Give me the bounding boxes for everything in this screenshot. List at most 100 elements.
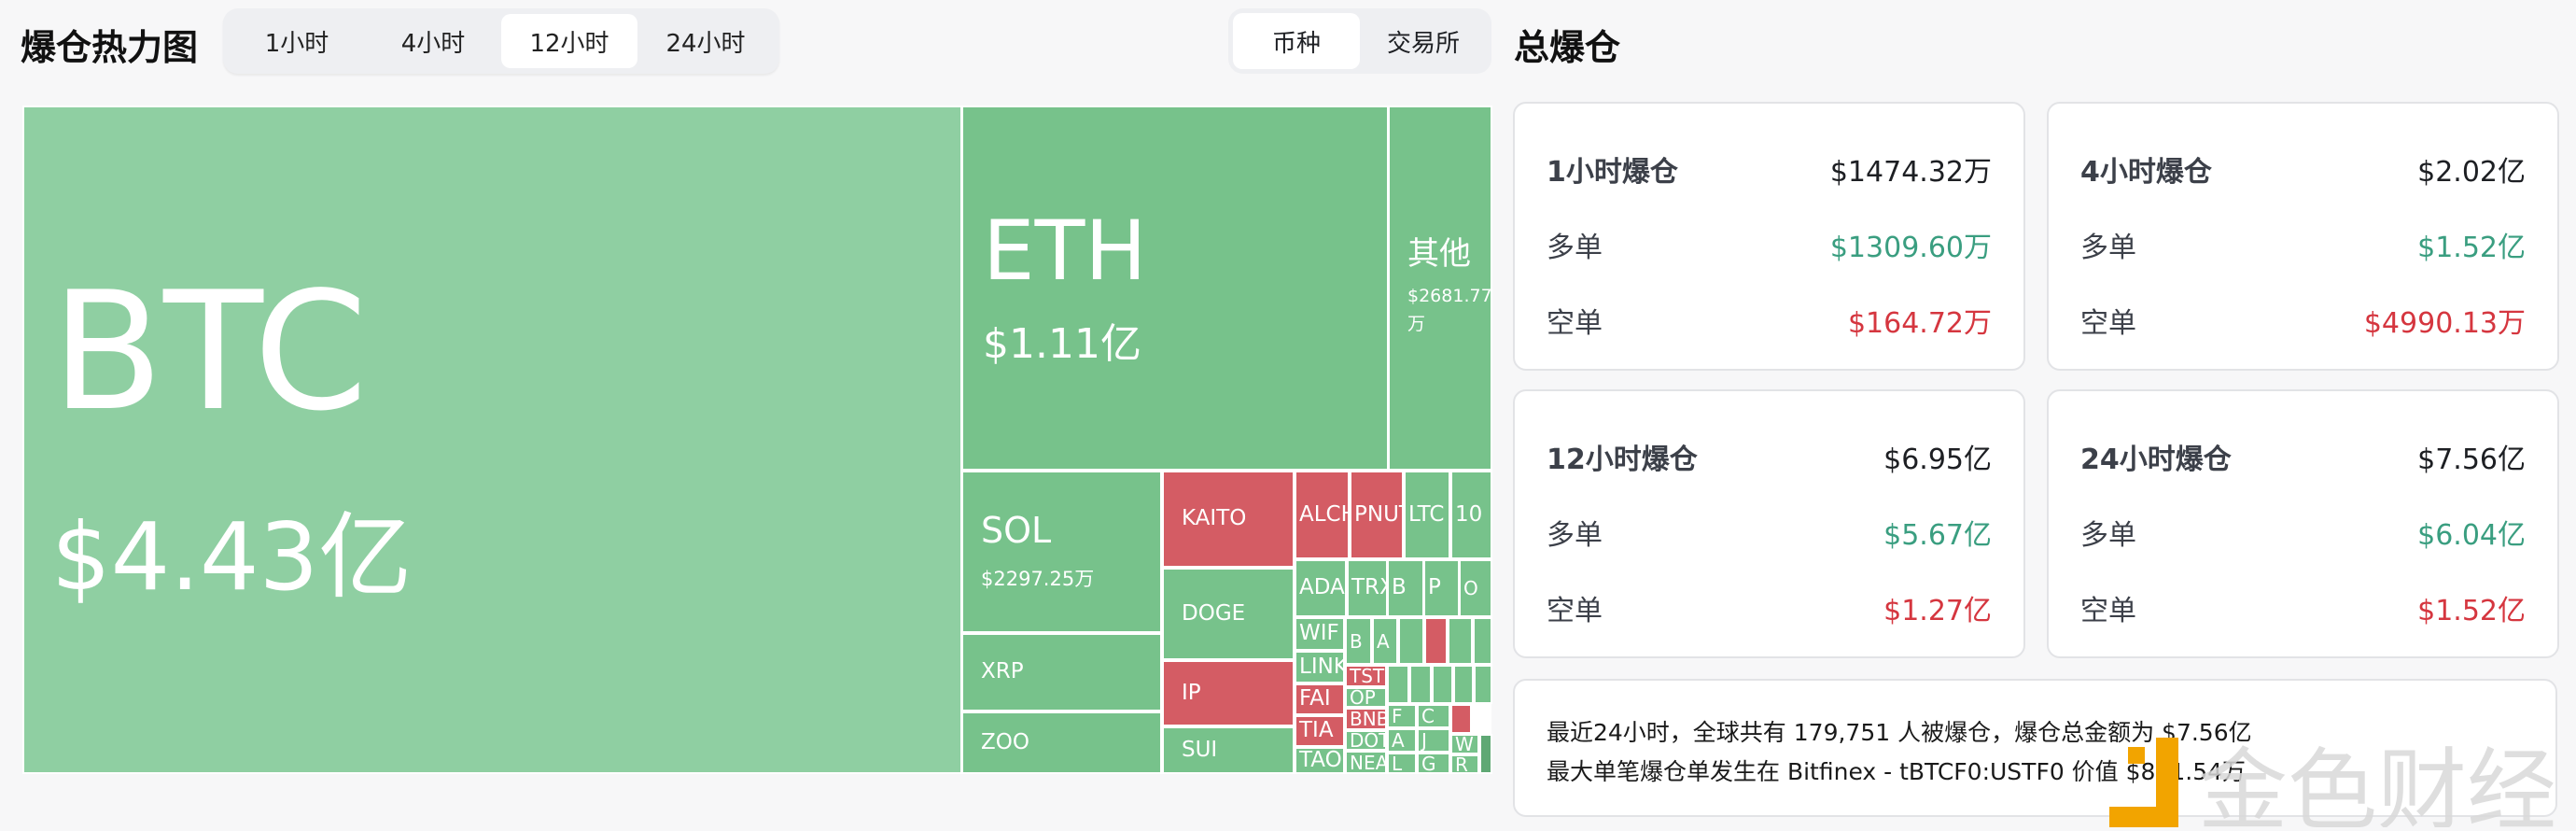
treemap-cell-unlabeled[interactable] (1450, 704, 1472, 734)
summary-card: 最近24小时，全球共有 179,751 人被爆仓，爆仓总金额为 $7.56亿 最… (1513, 679, 2557, 817)
treemap-cell-btc[interactable]: BTC $4.43亿 (22, 106, 962, 774)
treemap-cell-zoo[interactable]: ZOO (961, 711, 1162, 774)
treemap-cell-o[interactable]: O (1459, 559, 1492, 617)
period-label: 1小时爆仓 (1547, 156, 1678, 189)
long-label: 多单 (2080, 519, 2136, 552)
treemap-cell-r[interactable]: R (1450, 754, 1479, 774)
long-value: $1.52亿 (2417, 232, 2526, 264)
treemap-cell-a[interactable]: A (1387, 728, 1417, 753)
long-row: 多单 $5.67亿 (1547, 512, 1992, 553)
short-row: 空单 $1.27亿 (1547, 587, 1992, 628)
treemap-cell-unlabeled[interactable] (1448, 617, 1473, 665)
treemap-cell-f[interactable]: F (1387, 704, 1417, 728)
total-value: $7.56亿 (2417, 444, 2526, 476)
treemap-cell-j[interactable]: J (1417, 728, 1450, 753)
treemap-cell-xrp[interactable]: XRP (961, 633, 1162, 711)
liquidation-treemap: BTC $4.43亿 ETH $1.11亿 其他 $2681.77万 SOL $2297.25… (22, 106, 1492, 774)
treemap-cell-b[interactable]: B (1387, 559, 1424, 617)
treemap-cell-tao[interactable]: TAO (1295, 747, 1345, 774)
treemap-cell-ltc[interactable]: LTC (1404, 471, 1450, 559)
cell-label: ETH (983, 203, 1147, 300)
cell-label: C (1421, 705, 1435, 727)
treemap-cell-wif[interactable]: WIF (1295, 617, 1345, 651)
treemap-cell-kaito[interactable]: KAITO (1162, 471, 1295, 568)
treemap-cell-doge[interactable]: DOGE (1162, 568, 1295, 660)
cell-label: BNB (1350, 709, 1386, 729)
treemap-cell-g[interactable]: G (1417, 753, 1450, 774)
treemap-cell-sol[interactable]: SOL $2297.25万 (961, 471, 1162, 633)
tab-24h[interactable]: 24小时 (665, 29, 746, 58)
tab-4h[interactable]: 4小时 (400, 29, 466, 58)
toggle-coin[interactable]: 币种 (1233, 13, 1360, 69)
cell-label: TAO (1299, 748, 1342, 772)
cell-value: $1.11亿 (983, 319, 1141, 368)
treemap-cell-tst[interactable]: TST (1345, 665, 1387, 687)
treemap-cell-dot[interactable]: DOT (1345, 730, 1387, 751)
treemap-cell-tia[interactable]: TIA (1295, 715, 1345, 747)
treemap-cell-alch[interactable]: ALCH (1295, 471, 1350, 559)
total-row: 24小时爆仓 $7.56亿 (2080, 436, 2526, 477)
short-label: 空单 (2080, 307, 2136, 340)
tab-12h[interactable]: 12小时 (501, 14, 637, 68)
treemap-cell-ada[interactable]: ADA (1295, 559, 1347, 617)
cell-label: B (1350, 629, 1363, 653)
toggle-exchange[interactable]: 交易所 (1386, 29, 1460, 58)
summary-line-1: 最近24小时，全球共有 179,751 人被爆仓，爆仓总金额为 $7.56亿 (1547, 719, 2252, 746)
treemap-cell-pnut[interactable]: PNUT (1350, 471, 1404, 559)
treemap-cell-unlabeled[interactable] (1473, 617, 1492, 665)
cell-label: XRP (981, 659, 1024, 684)
liquidation-card: 4小时爆仓 $2.02亿 多单 $1.52亿 空单 $4990.13万 (2047, 102, 2559, 371)
treemap-cell-unlabeled[interactable] (1387, 665, 1409, 704)
treemap-cell-op[interactable]: OP (1345, 687, 1387, 708)
treemap-cell-link[interactable]: LINK (1295, 651, 1345, 683)
treemap-cell-b[interactable]: B (1345, 617, 1372, 665)
treemap-cell-其他[interactable]: 其他 $2681.77万 (1388, 106, 1492, 471)
timeframe-tabs: 1小时 4小时 12小时 24小时 (223, 8, 779, 74)
total-liquidation-title: 总爆仓 (1514, 27, 1621, 68)
cell-label: PNUT (1354, 501, 1403, 527)
cell-label: SOL (981, 510, 1052, 552)
treemap-cell-sui[interactable]: SUI (1162, 726, 1295, 774)
long-value: $5.67亿 (1883, 519, 1992, 552)
treemap-cell-unlabeled[interactable] (1398, 617, 1424, 665)
long-value: $1309.60万 (1829, 232, 1992, 264)
treemap-cell-unlabeled[interactable] (1424, 617, 1448, 665)
cell-label: TST (1350, 666, 1385, 686)
treemap-cell-l[interactable]: L (1387, 753, 1417, 774)
treemap-cell-fai[interactable]: FAI (1295, 683, 1345, 715)
cell-label: ALCH (1299, 501, 1349, 527)
total-row: 1小时爆仓 $1474.32万 (1547, 148, 1992, 190)
treemap-cell-a[interactable]: A (1372, 617, 1398, 665)
treemap-cell-10[interactable]: 10 (1450, 471, 1492, 559)
cell-label: 10 (1455, 501, 1483, 527)
total-value: $2.02亿 (2417, 156, 2526, 189)
treemap-cell-eth[interactable]: ETH $1.11亿 (961, 106, 1389, 471)
short-row: 空单 $1.52亿 (2080, 587, 2526, 628)
treemap-cell-bnb[interactable]: BNB (1345, 708, 1387, 730)
cell-label: O (1463, 577, 1478, 599)
treemap-cell-unlabeled[interactable] (1453, 665, 1474, 704)
cell-label: A (1392, 729, 1405, 752)
treemap-cell-trx[interactable]: TRX (1347, 559, 1388, 617)
tab-1h[interactable]: 1小时 (264, 29, 329, 58)
treemap-cell-unlabeled[interactable] (1479, 734, 1492, 774)
treemap-cell-w[interactable]: W (1450, 734, 1479, 754)
cell-value: $4.43亿 (51, 501, 413, 612)
treemap-cell-unlabeled[interactable] (1432, 665, 1453, 704)
cell-label: F (1392, 705, 1403, 727)
cell-label: P (1428, 575, 1441, 600)
cell-label: LINK (1299, 654, 1344, 679)
svg-text:金色财经: 金色财经 (2198, 739, 2556, 827)
long-row: 多单 $1.52亿 (2080, 224, 2526, 265)
treemap-cell-unlabeled[interactable] (1474, 665, 1492, 704)
cell-label: KAITO (1182, 506, 1247, 531)
treemap-cell-p[interactable]: P (1423, 559, 1460, 617)
cell-label: BTC (51, 258, 368, 448)
treemap-cell-ip[interactable]: IP (1162, 660, 1295, 726)
short-value: $1.27亿 (1883, 595, 1992, 627)
cell-label: G (1421, 754, 1436, 773)
treemap-cell-c[interactable]: C (1417, 704, 1450, 728)
treemap-cell-unlabeled[interactable] (1409, 665, 1432, 704)
cell-label: SUI (1182, 737, 1218, 762)
treemap-cell-near[interactable]: NEAR (1345, 751, 1387, 774)
